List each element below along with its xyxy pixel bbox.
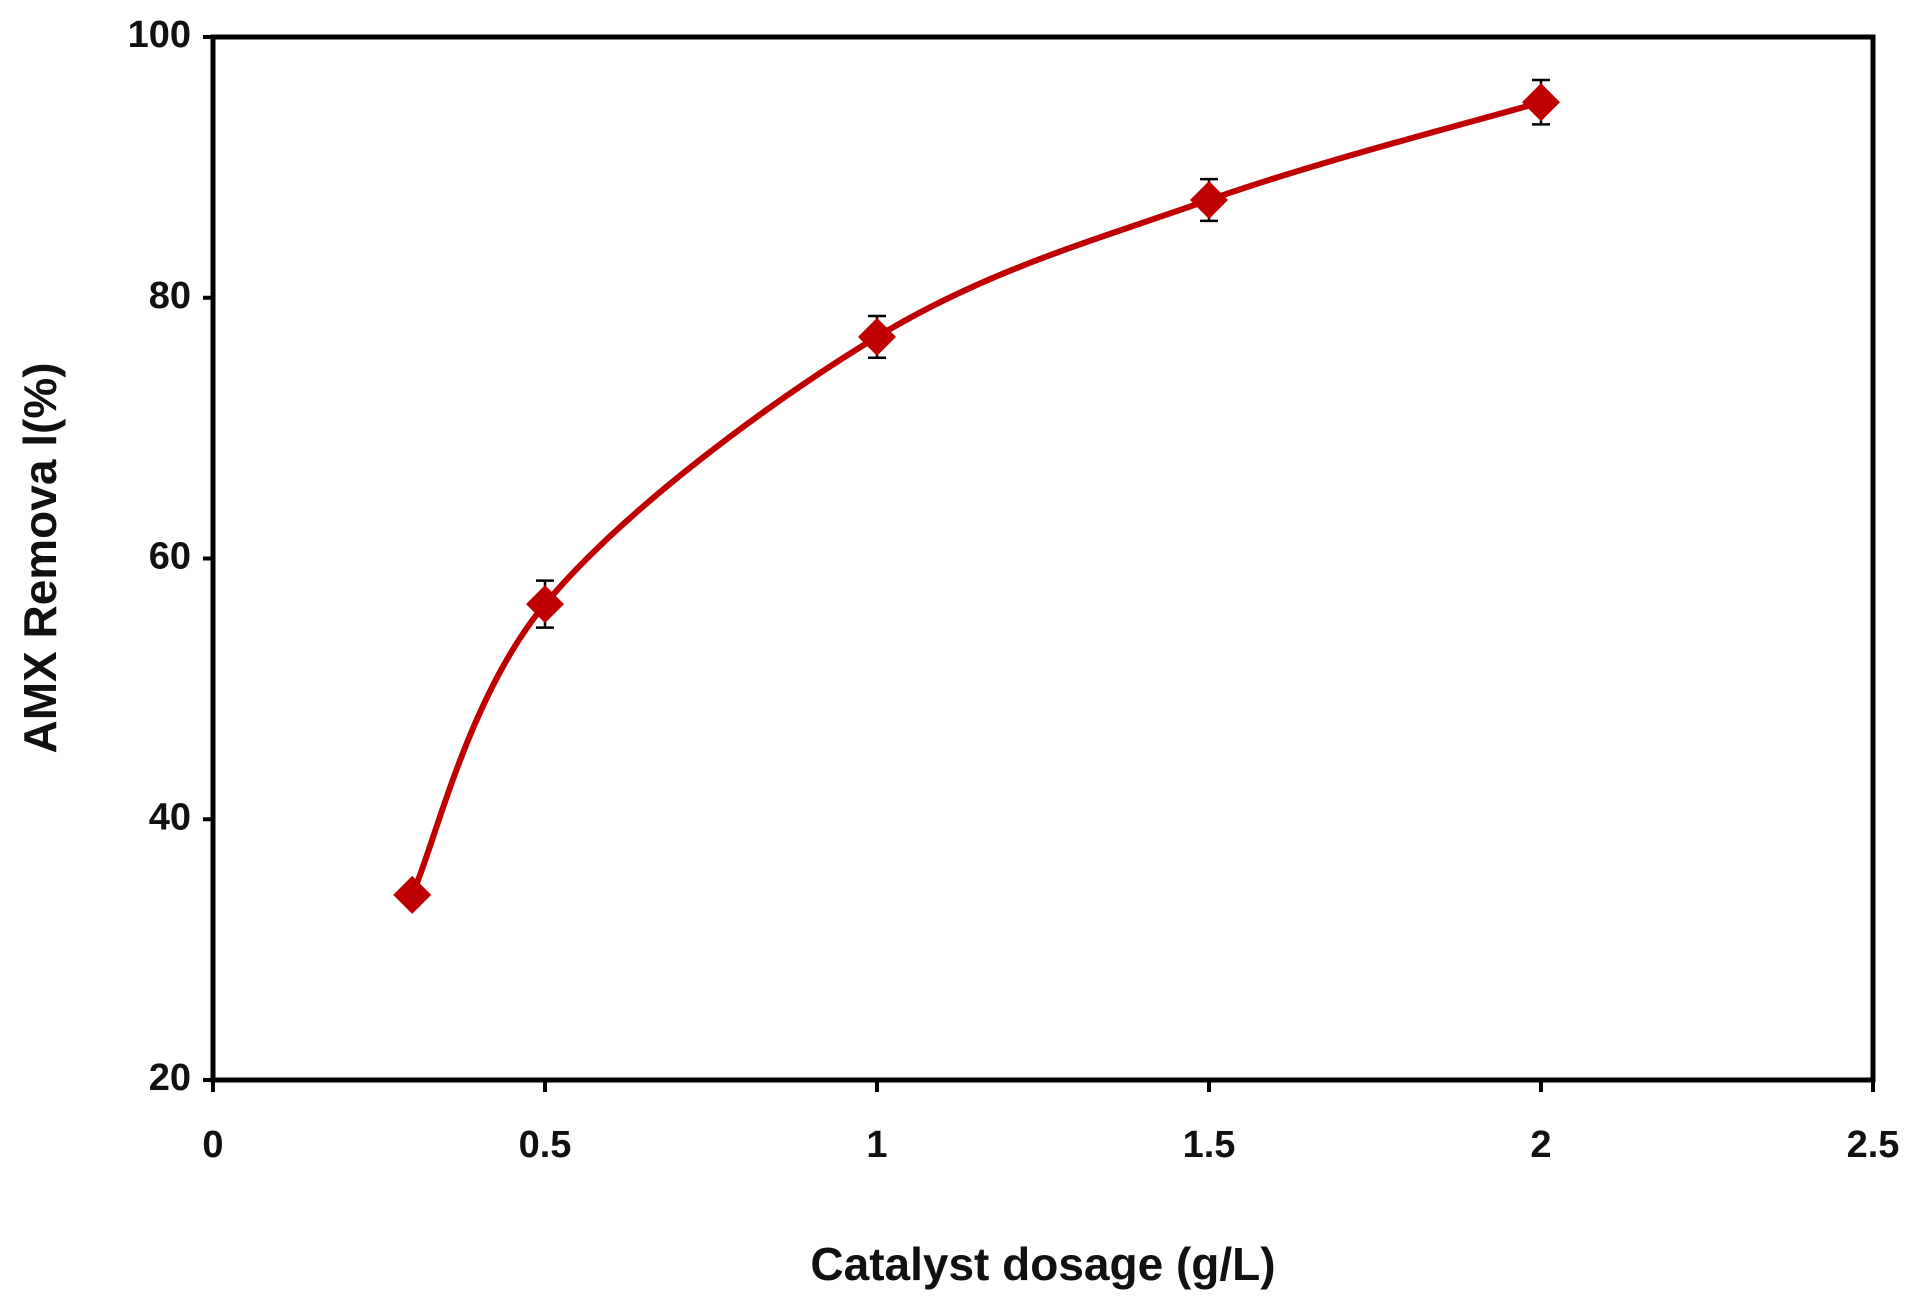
x-tick-label: 2.5 <box>1847 1124 1900 1166</box>
plot-frame <box>210 34 1876 1083</box>
y-tick-label: 20 <box>149 1057 191 1099</box>
x-tick-label: 2 <box>1530 1124 1551 1166</box>
data-point <box>393 875 432 914</box>
y-tick-label: 100 <box>128 14 191 56</box>
x-tick-label: 1.5 <box>1183 1124 1236 1166</box>
data-point <box>526 585 564 624</box>
x-tick-label: 0.5 <box>519 1124 572 1166</box>
x-tick-label: 0 <box>202 1124 223 1166</box>
y-tick-label: 40 <box>149 796 191 838</box>
data-point <box>1190 180 1228 219</box>
y-axis-title: AMX Remova l(%) <box>14 362 66 753</box>
x-axis-title: Catalyst dosage (g/L) <box>810 1238 1275 1290</box>
y-tick-label: 60 <box>149 536 191 578</box>
x-tick-label: 1 <box>866 1124 887 1166</box>
y-tick-label: 80 <box>149 275 191 317</box>
data-point <box>1522 83 1560 122</box>
data-point <box>858 317 896 356</box>
